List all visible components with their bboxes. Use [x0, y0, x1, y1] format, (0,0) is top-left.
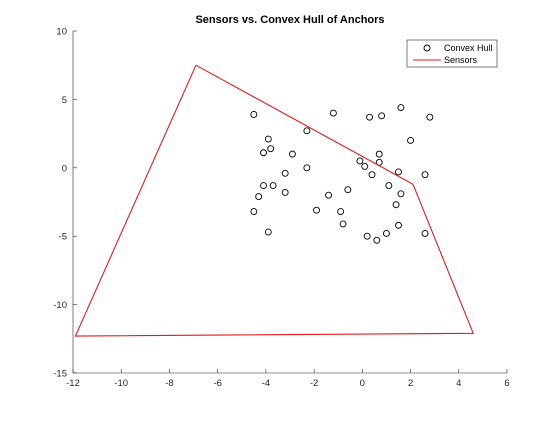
convex-hull-point — [325, 191, 333, 199]
convex-hull-point — [385, 182, 393, 190]
y-tick-label: 10 — [56, 27, 67, 38]
convex-hull-point — [392, 201, 400, 209]
axes-layer: -12 -10 -8 -6 -4 -2 0 2 4 6 -15 -10 -5 0 5 10 — [53, 27, 509, 390]
y-tick-label: 0 — [62, 163, 67, 174]
convex-hull-point — [395, 221, 402, 229]
y-tick-label: -15 — [53, 369, 67, 380]
x-tick-label: 0 — [360, 378, 365, 389]
x-tick-label: 4 — [456, 378, 461, 389]
convex-hull-point — [421, 171, 429, 179]
convex-hull-point — [356, 157, 364, 165]
convex-hull-point — [426, 113, 434, 121]
y-tick-label: -10 — [53, 300, 67, 311]
convex-hull-point — [329, 109, 337, 117]
convex-hull-point — [339, 220, 347, 228]
x-tick-label: -10 — [114, 378, 128, 389]
convex-hull-point — [260, 182, 267, 190]
convex-hull-point — [264, 228, 272, 236]
series-layer — [74, 64, 475, 337]
convex-hull-point — [269, 182, 277, 190]
convex-hull-point — [363, 232, 371, 240]
x-tick-label: -2 — [310, 378, 318, 389]
x-tick-label: 2 — [408, 378, 413, 389]
convex-hull-point — [421, 230, 429, 237]
convex-hull-point — [344, 186, 352, 194]
convex-hull-point — [361, 162, 369, 170]
x-tick-label: -6 — [213, 378, 221, 389]
x-tick-label: 6 — [504, 378, 509, 389]
convex-hull-point — [250, 110, 258, 118]
convex-hull-point — [260, 149, 267, 157]
x-tick-label: -12 — [66, 378, 80, 389]
plot-area — [73, 31, 507, 373]
convex-hull-point — [281, 188, 289, 196]
convex-hull-point — [375, 150, 383, 158]
convex-hull-point — [373, 236, 381, 244]
legend-label-convex-hull: Convex Hull — [444, 43, 493, 53]
convex-hull-point — [366, 113, 374, 121]
convex-hull-point — [382, 230, 390, 237]
convex-hull-point — [250, 208, 258, 216]
convex-hull-point — [395, 168, 402, 176]
convex-hull-point — [337, 208, 345, 216]
convex-hull-point — [288, 150, 296, 158]
legend-box — [406, 39, 498, 68]
convex-hull-point — [397, 190, 405, 198]
convex-hull-point — [303, 127, 311, 135]
convex-hull-point — [368, 171, 376, 179]
convex-hull-point — [267, 145, 275, 153]
legend-marker-convex-hull — [423, 44, 431, 52]
x-tick-label: -8 — [165, 378, 173, 389]
x-tick-label: -4 — [262, 378, 270, 389]
convex-hull-point — [397, 104, 405, 112]
convex-hull-point — [281, 169, 289, 177]
convex-hull-point — [407, 136, 415, 144]
convex-hull-point — [264, 135, 272, 143]
legend: Convex Hull Sensors — [406, 39, 498, 68]
convex-hull-point — [378, 112, 386, 120]
y-tick-label: -5 — [59, 232, 67, 243]
sensors-line — [74, 64, 475, 337]
convex-hull-point — [303, 164, 311, 172]
chart-title: Sensors vs. Convex Hull of Anchors — [195, 14, 384, 26]
legend-label-sensors: Sensors — [444, 55, 478, 65]
y-tick-label: 5 — [62, 95, 67, 106]
convex-hull-point — [255, 193, 263, 200]
convex-hull-point — [313, 206, 320, 214]
